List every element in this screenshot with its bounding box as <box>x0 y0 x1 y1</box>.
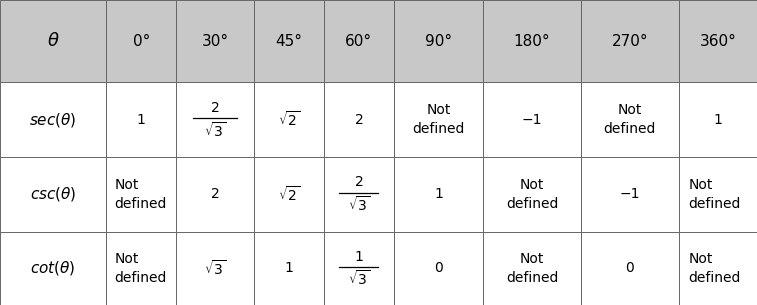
Text: 30°: 30° <box>201 34 229 49</box>
Bar <box>176 82 254 157</box>
Bar <box>176 232 254 305</box>
Text: defined: defined <box>115 197 167 211</box>
Text: 1: 1 <box>354 250 363 264</box>
Text: 1: 1 <box>285 261 294 275</box>
Bar <box>0 0 106 82</box>
Text: Not: Not <box>520 252 544 266</box>
Bar <box>254 232 324 305</box>
Bar <box>581 82 679 157</box>
Bar <box>176 0 254 82</box>
Text: −1: −1 <box>619 188 640 201</box>
Text: Not: Not <box>520 178 544 192</box>
Bar <box>106 232 176 305</box>
Bar <box>483 82 581 157</box>
Text: 2: 2 <box>210 101 220 115</box>
Text: Not: Not <box>115 252 139 266</box>
Text: $\theta$: $\theta$ <box>47 32 60 50</box>
Bar <box>254 0 324 82</box>
Text: 360°: 360° <box>699 34 737 49</box>
Bar <box>483 157 581 232</box>
Text: 1: 1 <box>713 113 722 127</box>
Bar <box>324 232 394 305</box>
Text: 2: 2 <box>210 188 220 201</box>
Text: Not: Not <box>115 178 139 192</box>
Text: 0: 0 <box>625 261 634 275</box>
Text: defined: defined <box>506 271 558 285</box>
Bar <box>394 82 483 157</box>
Bar <box>581 157 679 232</box>
Text: defined: defined <box>688 197 740 211</box>
Bar <box>0 157 106 232</box>
Text: 270°: 270° <box>612 34 648 49</box>
Text: $\mathit{cot}(\theta)$: $\mathit{cot}(\theta)$ <box>30 259 76 278</box>
Text: 0°: 0° <box>132 34 150 49</box>
Bar <box>394 232 483 305</box>
Text: defined: defined <box>413 122 465 136</box>
Bar <box>176 157 254 232</box>
Bar <box>106 82 176 157</box>
Bar <box>483 232 581 305</box>
Bar <box>106 0 176 82</box>
Text: 45°: 45° <box>276 34 303 49</box>
Text: 60°: 60° <box>345 34 372 49</box>
Text: Not: Not <box>618 103 642 117</box>
Bar <box>0 82 106 157</box>
Text: 0: 0 <box>434 261 443 275</box>
Text: $\sqrt{3}$: $\sqrt{3}$ <box>348 196 370 214</box>
Bar <box>581 0 679 82</box>
Bar <box>324 157 394 232</box>
Bar <box>0 232 106 305</box>
Text: $\mathit{csc}(\theta)$: $\mathit{csc}(\theta)$ <box>30 185 76 203</box>
Text: defined: defined <box>688 271 740 285</box>
Bar <box>254 157 324 232</box>
Text: Not: Not <box>688 252 712 266</box>
Text: −1: −1 <box>522 113 542 127</box>
Text: $\sqrt{2}$: $\sqrt{2}$ <box>278 110 301 129</box>
Text: Not: Not <box>426 103 450 117</box>
Text: 2: 2 <box>354 175 363 189</box>
Bar <box>679 82 757 157</box>
Text: 180°: 180° <box>514 34 550 49</box>
Text: defined: defined <box>506 197 558 211</box>
Bar <box>679 157 757 232</box>
Bar <box>581 232 679 305</box>
Text: $\sqrt{3}$: $\sqrt{3}$ <box>204 259 226 278</box>
Text: defined: defined <box>603 122 656 136</box>
Bar <box>394 0 483 82</box>
Bar <box>254 82 324 157</box>
Bar <box>324 82 394 157</box>
Text: 2: 2 <box>354 113 363 127</box>
Text: $\sqrt{3}$: $\sqrt{3}$ <box>204 121 226 140</box>
Bar <box>679 0 757 82</box>
Text: Not: Not <box>688 178 712 192</box>
Bar <box>679 232 757 305</box>
Bar <box>106 157 176 232</box>
Text: 90°: 90° <box>425 34 452 49</box>
Text: $\mathit{sec}(\theta)$: $\mathit{sec}(\theta)$ <box>30 111 77 129</box>
Text: $\sqrt{2}$: $\sqrt{2}$ <box>278 185 301 204</box>
Text: 1: 1 <box>434 188 443 201</box>
Bar <box>324 0 394 82</box>
Bar <box>394 157 483 232</box>
Bar <box>483 0 581 82</box>
Text: $\sqrt{3}$: $\sqrt{3}$ <box>348 269 370 288</box>
Text: defined: defined <box>115 271 167 285</box>
Text: 1: 1 <box>137 113 145 127</box>
